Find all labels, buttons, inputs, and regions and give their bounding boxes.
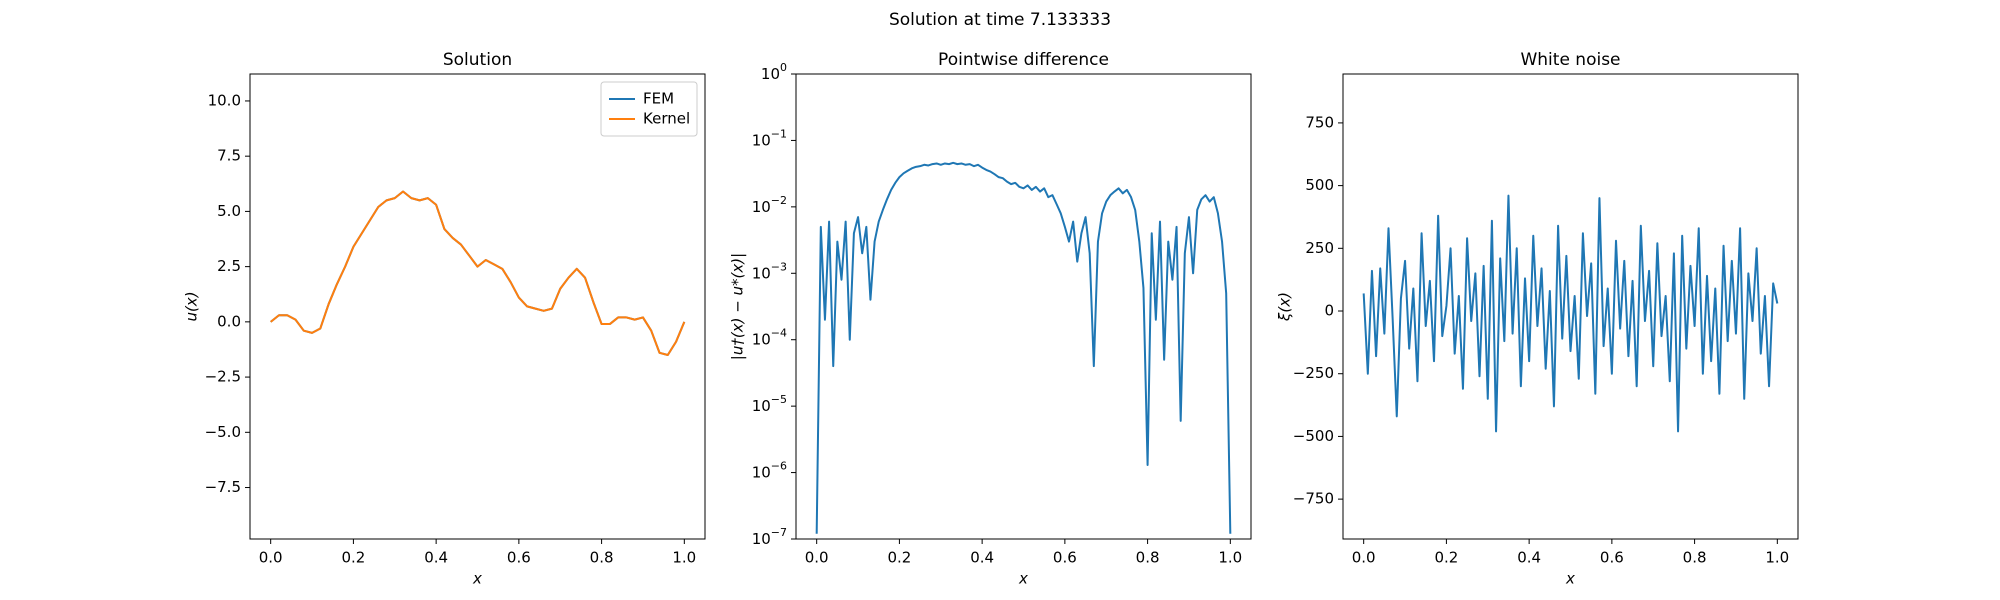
tick-base: 10 [752, 330, 771, 348]
tick-label: 10−1 [752, 127, 787, 149]
tick-label: 0.2 [887, 549, 911, 567]
tick-label: 0.6 [1600, 549, 1624, 567]
tick-base: 10 [761, 65, 780, 83]
axes-frame [1342, 73, 1799, 540]
tick-label: 10−5 [752, 393, 787, 415]
tick-label: 0.8 [1683, 549, 1707, 567]
tick-label: 0.0 [217, 312, 241, 330]
tick-label: 1.0 [1765, 549, 1789, 567]
tick-exponent: −6 [771, 459, 787, 472]
x-axis-label: x [1018, 570, 1028, 588]
tick-exponent: −1 [771, 127, 787, 140]
tick-exponent: −2 [771, 193, 787, 206]
tick-base: 10 [752, 197, 771, 215]
tick-base: 10 [752, 530, 771, 548]
tick-label: 0 [1324, 302, 1334, 320]
tick-base: 10 [752, 264, 771, 282]
axes-title: Solution [443, 50, 512, 70]
tick-label: −7.5 [205, 478, 241, 496]
tick-label: 0.8 [1136, 549, 1160, 567]
tick-label: 0.2 [1434, 549, 1458, 567]
tick-label: 100 [761, 61, 787, 83]
tick-label: 0.0 [1352, 549, 1376, 567]
tick-label: 0.6 [507, 549, 531, 567]
tick-exponent: −5 [771, 393, 787, 406]
tick-label: 1.0 [672, 549, 696, 567]
tick-label: 2.5 [217, 257, 241, 275]
tick-label: 0.8 [590, 549, 614, 567]
tick-label: −5.0 [205, 423, 241, 441]
tick-exponent: −3 [771, 260, 787, 273]
axes-frame [795, 73, 1252, 540]
legend-label: FEM [643, 90, 674, 108]
tick-label: 250 [1305, 239, 1334, 257]
tick-exponent: 0 [780, 61, 787, 74]
tick-base: 10 [752, 397, 771, 415]
tick-label: 0.0 [259, 549, 283, 567]
y-axis-label: |u†(x) − u*(x)| [729, 253, 747, 360]
tick-base: 10 [752, 131, 771, 149]
series-line [270, 190, 686, 356]
tick-label: 1.0 [1218, 549, 1242, 567]
x-axis-label: x [1565, 570, 1575, 588]
axes-title: White noise [1520, 50, 1620, 70]
tick-label: −250 [1293, 364, 1334, 382]
figure-title: Solution at time 7.133333 [889, 10, 1111, 30]
y-axis-label: u(x) [183, 291, 201, 321]
series-line [815, 161, 1232, 534]
tick-label: −500 [1293, 427, 1334, 445]
tick-label: 0.6 [1053, 549, 1077, 567]
series-line [1362, 194, 1779, 433]
legend-box [600, 81, 698, 137]
tick-label: 500 [1305, 176, 1334, 194]
tick-base: 10 [752, 463, 771, 481]
tick-label: −750 [1293, 490, 1334, 508]
x-axis-label: x [472, 570, 482, 588]
y-axis-label: ξ(x) [1276, 292, 1294, 322]
tick-label: −2.5 [205, 368, 241, 386]
tick-label: 0.0 [805, 549, 829, 567]
axes-title: Pointwise difference [938, 50, 1109, 70]
tick-label: 0.4 [424, 549, 448, 567]
axes-frame [249, 73, 706, 540]
tick-label: 750 [1305, 113, 1334, 131]
tick-label: 0.4 [970, 549, 994, 567]
tick-label: 5.0 [217, 202, 241, 220]
tick-label: 0.4 [1517, 549, 1541, 567]
tick-label: 10−6 [752, 459, 787, 481]
tick-exponent: −7 [771, 526, 787, 539]
legend-label: Kernel [643, 110, 690, 128]
tick-label: 10−4 [752, 326, 787, 348]
tick-label: 10−7 [752, 526, 787, 548]
tick-exponent: −4 [771, 326, 787, 339]
tick-label: 10−2 [752, 193, 787, 215]
tick-label: 0.2 [341, 549, 365, 567]
tick-label: 7.5 [217, 147, 241, 165]
tick-label: 10−3 [752, 260, 787, 282]
tick-label: 10.0 [208, 91, 241, 109]
